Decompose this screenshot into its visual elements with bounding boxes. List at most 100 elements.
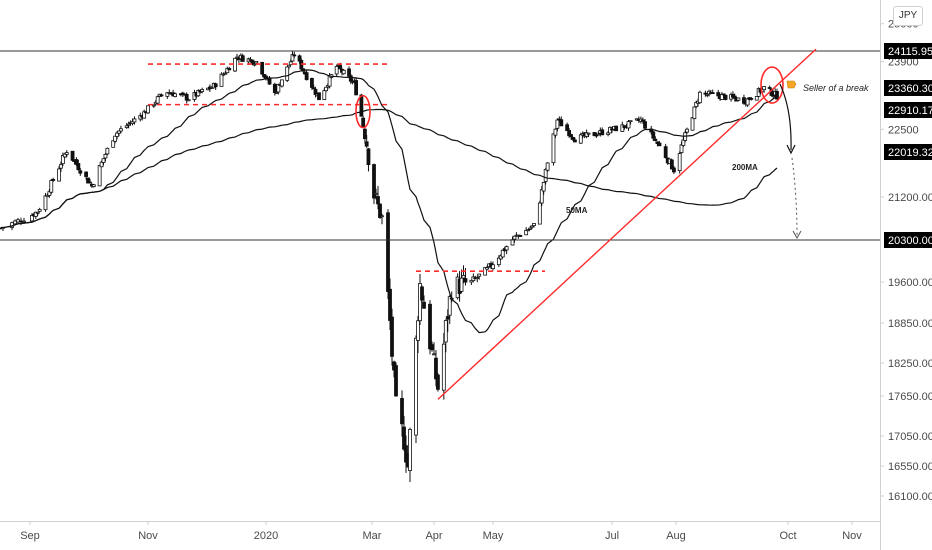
candle-body bbox=[539, 189, 544, 204]
candle-body bbox=[434, 357, 438, 380]
candle-body bbox=[35, 211, 40, 214]
candle-body bbox=[528, 227, 532, 230]
candle-body bbox=[657, 142, 662, 147]
candle-body bbox=[363, 128, 367, 140]
candle-body bbox=[142, 111, 147, 119]
candle-body bbox=[274, 92, 279, 94]
candle-body bbox=[496, 257, 501, 266]
candle-body bbox=[736, 97, 741, 101]
time-tick-label: Sep bbox=[20, 530, 40, 542]
candle-body bbox=[679, 144, 684, 153]
candle-body bbox=[105, 147, 110, 155]
price-tick-label: 19600.00 bbox=[888, 277, 932, 289]
candle-body bbox=[361, 117, 366, 128]
candle-body bbox=[394, 365, 398, 397]
price-tick-label: 16550.00 bbox=[888, 461, 932, 473]
candle-body bbox=[186, 99, 191, 102]
candle-body bbox=[254, 60, 259, 64]
candle-body bbox=[567, 130, 571, 137]
candle-body bbox=[219, 73, 224, 87]
candle-body bbox=[338, 65, 343, 70]
candle-body bbox=[677, 153, 682, 172]
candle-body bbox=[485, 267, 490, 270]
time-tick-label: Oct bbox=[779, 530, 796, 542]
candle-body bbox=[287, 64, 291, 68]
price-tick-label: 18250.00 bbox=[888, 358, 932, 370]
time-tick-label: Nov bbox=[842, 530, 862, 542]
candle-body bbox=[628, 120, 633, 123]
candle-body bbox=[537, 202, 542, 225]
price-label-box bbox=[884, 232, 932, 248]
candle-body bbox=[551, 133, 556, 164]
candle-body bbox=[91, 184, 96, 187]
time-tick-label: Apr bbox=[425, 530, 442, 542]
candle-body bbox=[78, 170, 83, 174]
ma-200-label: 200MA bbox=[732, 163, 758, 172]
time-axis[interactable]: Sep Nov 2020 Mar Apr May Jul Aug Oct Nov bbox=[20, 521, 862, 542]
candle-body bbox=[235, 56, 239, 59]
candle-body bbox=[443, 320, 448, 343]
price-label-text: 22910.17 bbox=[888, 105, 932, 117]
candle-body bbox=[504, 246, 509, 251]
candle-body bbox=[124, 125, 129, 128]
projection-arrow bbox=[779, 83, 792, 151]
price-tick-label: 18850.00 bbox=[888, 318, 932, 330]
candle-body bbox=[374, 192, 378, 195]
candle-body bbox=[99, 161, 104, 168]
price-label-box bbox=[884, 80, 932, 96]
candle-body bbox=[173, 93, 177, 97]
price-label-box bbox=[884, 43, 932, 59]
candle-body bbox=[51, 179, 56, 181]
candle-body bbox=[524, 229, 529, 236]
candle-body bbox=[518, 235, 523, 237]
time-tick-label: Jul bbox=[605, 530, 619, 542]
price-axis[interactable]: 25000239002250021200.0019600.0018850.001… bbox=[880, 19, 932, 503]
candle-body bbox=[334, 66, 339, 75]
candle-body bbox=[553, 128, 558, 136]
candle-body bbox=[388, 288, 392, 321]
candle-body bbox=[620, 124, 625, 132]
candle-body bbox=[279, 79, 284, 87]
candle-body bbox=[545, 162, 550, 171]
candle-body bbox=[165, 92, 170, 97]
candle-body bbox=[30, 215, 34, 222]
candle-body bbox=[159, 94, 164, 97]
candle-body bbox=[428, 303, 432, 350]
candle-body bbox=[512, 235, 517, 240]
price-tick-label: 23900 bbox=[888, 57, 919, 69]
candle-body bbox=[404, 445, 408, 463]
candle-body bbox=[571, 136, 575, 140]
candles-group bbox=[0, 51, 779, 483]
candle-body bbox=[532, 223, 536, 227]
candle-body bbox=[347, 68, 351, 77]
candle-body bbox=[97, 165, 102, 187]
candle-body bbox=[19, 220, 23, 223]
candle-body bbox=[436, 374, 440, 390]
candle-body bbox=[200, 89, 205, 92]
candle-body bbox=[710, 92, 715, 94]
candle-body bbox=[364, 141, 369, 147]
candle-body bbox=[461, 275, 466, 279]
candle-body bbox=[180, 92, 185, 95]
candle-body bbox=[569, 134, 573, 138]
candle-body bbox=[626, 121, 631, 129]
time-tick-label: Nov bbox=[138, 530, 158, 542]
candle-body bbox=[151, 104, 156, 107]
candle-body bbox=[252, 63, 257, 66]
candle-body bbox=[762, 86, 767, 91]
candle-body bbox=[126, 123, 131, 126]
candle-body bbox=[459, 277, 464, 292]
candle-body bbox=[754, 96, 759, 101]
candle-body bbox=[260, 61, 265, 75]
currency-button[interactable]: JPY bbox=[893, 6, 923, 26]
plot-background bbox=[0, 0, 880, 521]
candle-body bbox=[378, 203, 382, 218]
candle-body bbox=[348, 75, 353, 82]
price-tick-label: 17650.00 bbox=[888, 391, 932, 403]
candle-body bbox=[500, 249, 505, 258]
candle-body bbox=[463, 278, 468, 283]
price-label-box bbox=[884, 144, 932, 160]
candle-body bbox=[304, 72, 309, 81]
candle-body bbox=[132, 118, 137, 123]
